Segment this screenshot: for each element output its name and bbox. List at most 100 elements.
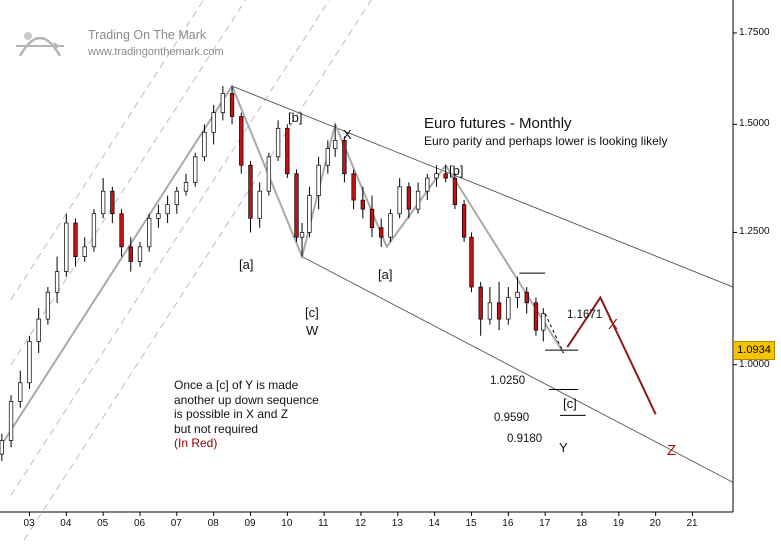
channel-line [301,256,734,483]
y-tick-label: 1.7500 [739,26,770,38]
candle-body [388,213,393,238]
candle-body [325,148,330,166]
candlesticks [0,86,546,462]
candle-body [415,190,421,210]
x-tick-label: 13 [391,518,403,529]
x-tick-label: 18 [575,518,588,529]
x-tick-label: 04 [60,518,72,529]
pitchfork-lines [10,0,372,544]
candle-body [434,173,439,179]
candle-body [0,440,4,455]
candle-body [193,156,198,183]
candle-body [369,208,375,229]
x-tick-label: 08 [207,518,219,529]
y-tick-label: 1.2500 [739,226,770,238]
note-line: is possible in X and Z [174,407,289,421]
logo-url: www.tradingonthemark.com [88,46,224,58]
channel-lines [231,85,734,483]
candle-body [478,286,483,320]
fib-level-lines [519,272,586,416]
projection-label-x: X [608,316,619,333]
x-tick-label: 17 [539,518,551,529]
candle-body [397,186,402,215]
candle-body [211,112,216,133]
x-tick-label: 21 [686,518,698,529]
logo: Trading On The Mark www.tradingonthemark… [14,24,224,64]
y-tick-label: 1.0000 [739,358,770,370]
candle-body [533,302,539,331]
candle-body [351,173,356,201]
candle-body [18,382,23,402]
candle-body [496,302,502,320]
candle-body [202,131,207,158]
x-tick-label: 05 [97,518,109,529]
level-label: 1.0250 [490,375,526,387]
annotation-note: Once a [c] of Y is made another up down … [174,378,319,451]
dashed-fan-line [10,0,330,496]
candle-body [220,93,225,113]
candle-body [248,164,253,219]
candle-body [239,116,244,166]
x-tick-label: 09 [244,518,256,529]
candle-body [461,204,467,238]
candle-body [299,232,305,238]
candle-body [128,246,133,262]
candle-body [183,182,189,192]
wave-label-b: [b] [449,163,464,178]
candle-body [515,291,520,298]
candle-body [360,199,365,210]
chart-subtitle: Euro parity and perhaps lower is looking… [424,134,668,148]
x-tick-label: 06 [133,518,146,529]
candle-body [285,127,290,175]
candle-body [524,291,529,304]
level-label: 0.9180 [507,433,543,445]
wave-label-b: [b] [288,110,303,125]
candle-body [91,213,97,248]
x-tick-label: 10 [281,518,293,529]
candle-body [275,127,281,158]
y-tick-label: 1.5000 [739,118,770,130]
wave-label-y: Y [559,440,568,455]
x-tick-label: 12 [354,518,367,529]
level-label: 0.9590 [494,412,530,424]
candle-body [316,164,321,196]
candle-body [443,173,448,179]
x-tick-label: 15 [465,518,477,529]
logo-title: Trading On The Mark [88,28,207,42]
candle-body [229,93,235,117]
candle-body [100,190,106,215]
dashed-fan-line [10,0,205,300]
last-price-badge: 1.0934 [733,341,775,360]
candle-body [425,177,430,192]
candle-body [73,222,78,257]
projection-dotted-line [544,313,565,354]
candle-body [119,213,124,248]
wave-label-c: [c] [305,305,319,320]
candle-body [27,341,32,384]
candle-body [147,218,152,248]
chart-title: Euro futures - Monthly [424,115,572,132]
x-tick-label: 11 [318,518,329,529]
dashed-fan-line [21,0,372,544]
x-tick-label: 19 [612,518,624,529]
wave-label-c: [c] [563,396,577,411]
candle-body [307,195,312,233]
candle-body [8,401,14,441]
wave-label-x: X [343,127,352,142]
candle-body [266,156,272,192]
note-line: but not required [174,421,259,436]
candle-body [257,190,262,219]
archer-icon [16,32,64,57]
candle-body [165,204,170,215]
red-projection [566,295,657,415]
projection-label-z: Z [667,442,677,459]
wave-label-a: [a] [239,257,254,272]
candle-body [54,271,60,293]
channel-line [231,85,734,288]
candle-body [333,140,338,149]
x-tick-label: 16 [502,518,514,529]
x-tick-label: 20 [649,518,661,529]
candle-body [342,140,347,175]
note-red-line: (In Red) [174,436,218,450]
